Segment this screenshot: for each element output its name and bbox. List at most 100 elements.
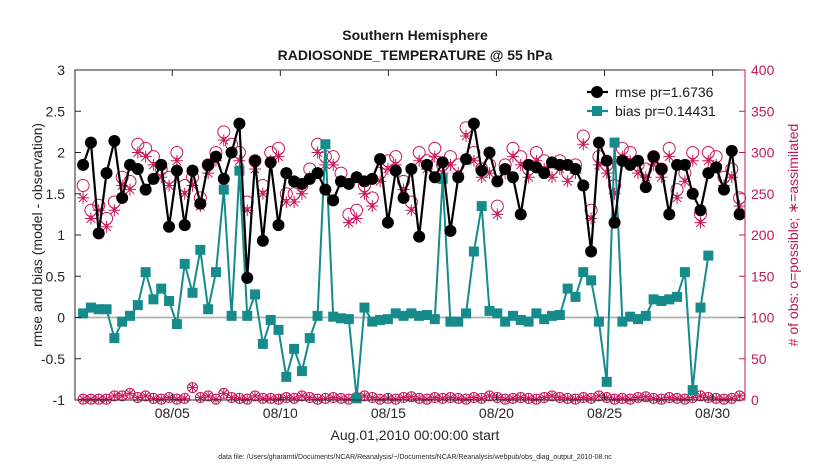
obs-assimilated-point — [202, 167, 215, 180]
obs-assimilated-point — [381, 163, 394, 175]
obs-assimilated-point — [100, 220, 113, 233]
rmse-point — [311, 167, 324, 180]
obs-bottom-star — [312, 394, 323, 405]
rmse-point — [280, 167, 293, 180]
bias-point — [351, 393, 362, 404]
bias-point — [476, 201, 487, 212]
obs-assimilated-point — [147, 158, 160, 171]
obs-assimilated-point — [350, 212, 363, 225]
rmse-point — [178, 219, 191, 232]
obs-bottom-star — [406, 391, 417, 402]
bias-point — [703, 250, 714, 261]
chart-subtitle: RADIOSONDE_TEMPERATURE @ 55 hPa — [278, 47, 553, 63]
bias-point — [507, 310, 518, 321]
bias-point — [101, 304, 112, 315]
obs-bottom-star — [156, 394, 167, 405]
obs-bottom-star — [375, 394, 386, 405]
y-tick-label: 0 — [57, 310, 65, 326]
obs-bottom-star — [679, 394, 690, 405]
rmse-point — [639, 181, 652, 194]
obs-bottom-star — [171, 394, 182, 405]
y-right-tick-label: 50 — [751, 351, 767, 367]
bias-point — [672, 291, 683, 302]
obs-bottom-star — [304, 392, 315, 403]
bias-point — [85, 302, 96, 313]
bias-point — [203, 304, 214, 315]
bias-point — [429, 314, 440, 325]
obs-assimilated-point — [233, 154, 246, 167]
obs-bottom-star — [218, 388, 229, 399]
obs-assimilated-point — [530, 154, 543, 167]
y-right-tick-label: 300 — [751, 145, 775, 161]
obs-assimilated-point — [295, 187, 308, 200]
rmse-point — [381, 216, 394, 229]
obs-assimilated-point — [686, 154, 699, 167]
rmse-point — [710, 161, 723, 174]
x-tick-label: 08/25 — [587, 405, 622, 421]
rmse-point — [272, 219, 285, 232]
obs-bottom-star — [492, 392, 503, 403]
obs-bottom-star — [289, 393, 300, 404]
bias-point — [586, 275, 597, 286]
obs-assimilated-point — [647, 158, 660, 171]
obs-bottom-star — [250, 390, 261, 401]
bias-point — [312, 310, 323, 321]
obs-assimilated-point — [639, 171, 652, 184]
obs-bottom-star — [320, 393, 331, 404]
rmse-point — [108, 134, 121, 147]
bias-point — [164, 296, 175, 306]
obs-bottom-star — [609, 394, 620, 405]
bias-point — [234, 165, 245, 176]
obs-bottom-star — [586, 393, 597, 404]
obs-bottom-star — [601, 392, 612, 403]
obs-bottom-star — [453, 393, 464, 404]
legend-rmse-label: rmse pr=1.6736 — [615, 84, 714, 100]
obs-assimilated-point — [374, 175, 387, 188]
y-tick-label: -1 — [53, 392, 66, 408]
obs-assimilated-point — [288, 196, 301, 208]
obs-bottom-star — [570, 394, 581, 405]
obs-bottom-star — [687, 392, 698, 403]
bias-point — [398, 310, 409, 321]
rmse-point — [131, 163, 144, 175]
bias-point — [250, 289, 261, 300]
bias-point — [304, 333, 315, 344]
obs-bottom-star — [273, 394, 284, 405]
plot-area — [75, 70, 745, 400]
obs-assimilated-point — [131, 146, 144, 159]
bias-point — [578, 267, 589, 278]
bias-point — [406, 308, 417, 319]
obs-assimilated-point — [585, 212, 598, 225]
obs-bottom-star — [359, 390, 370, 401]
obs-bottom-star — [210, 394, 221, 405]
rmse-point — [460, 153, 473, 166]
y-tick-label: 3 — [57, 62, 65, 78]
rmse-point — [366, 172, 379, 185]
bias-point — [187, 287, 198, 298]
legend-bias-label: bias pr=0.14431 — [615, 103, 716, 119]
x-tick-label: 08/05 — [155, 405, 190, 421]
bias-point — [210, 267, 221, 278]
bias-point — [148, 294, 159, 305]
bias-point — [515, 314, 526, 325]
legend-bias-marker — [592, 106, 602, 116]
obs-bottom-star — [265, 393, 276, 404]
obs-bottom-star — [695, 390, 706, 401]
obs-bottom-star — [148, 393, 159, 404]
bias-point — [281, 371, 292, 382]
obs-bottom-star — [336, 393, 347, 404]
obs-bottom-star — [164, 392, 175, 403]
rmse-point — [327, 194, 340, 207]
obs-assimilated-point — [178, 187, 191, 200]
obs-bottom-star — [234, 393, 245, 404]
obs-bottom-star — [390, 394, 401, 405]
y-tick-label: -0.5 — [41, 351, 65, 367]
obs-assimilated-point — [77, 191, 90, 204]
rmse-point — [194, 197, 207, 210]
obs-assimilated-point — [483, 167, 496, 180]
series-layer — [76, 117, 747, 405]
rmse-point — [600, 154, 613, 167]
rmse-point — [116, 191, 129, 204]
obs-assimilated-point — [631, 167, 644, 180]
obs-bottom-star — [562, 393, 573, 404]
